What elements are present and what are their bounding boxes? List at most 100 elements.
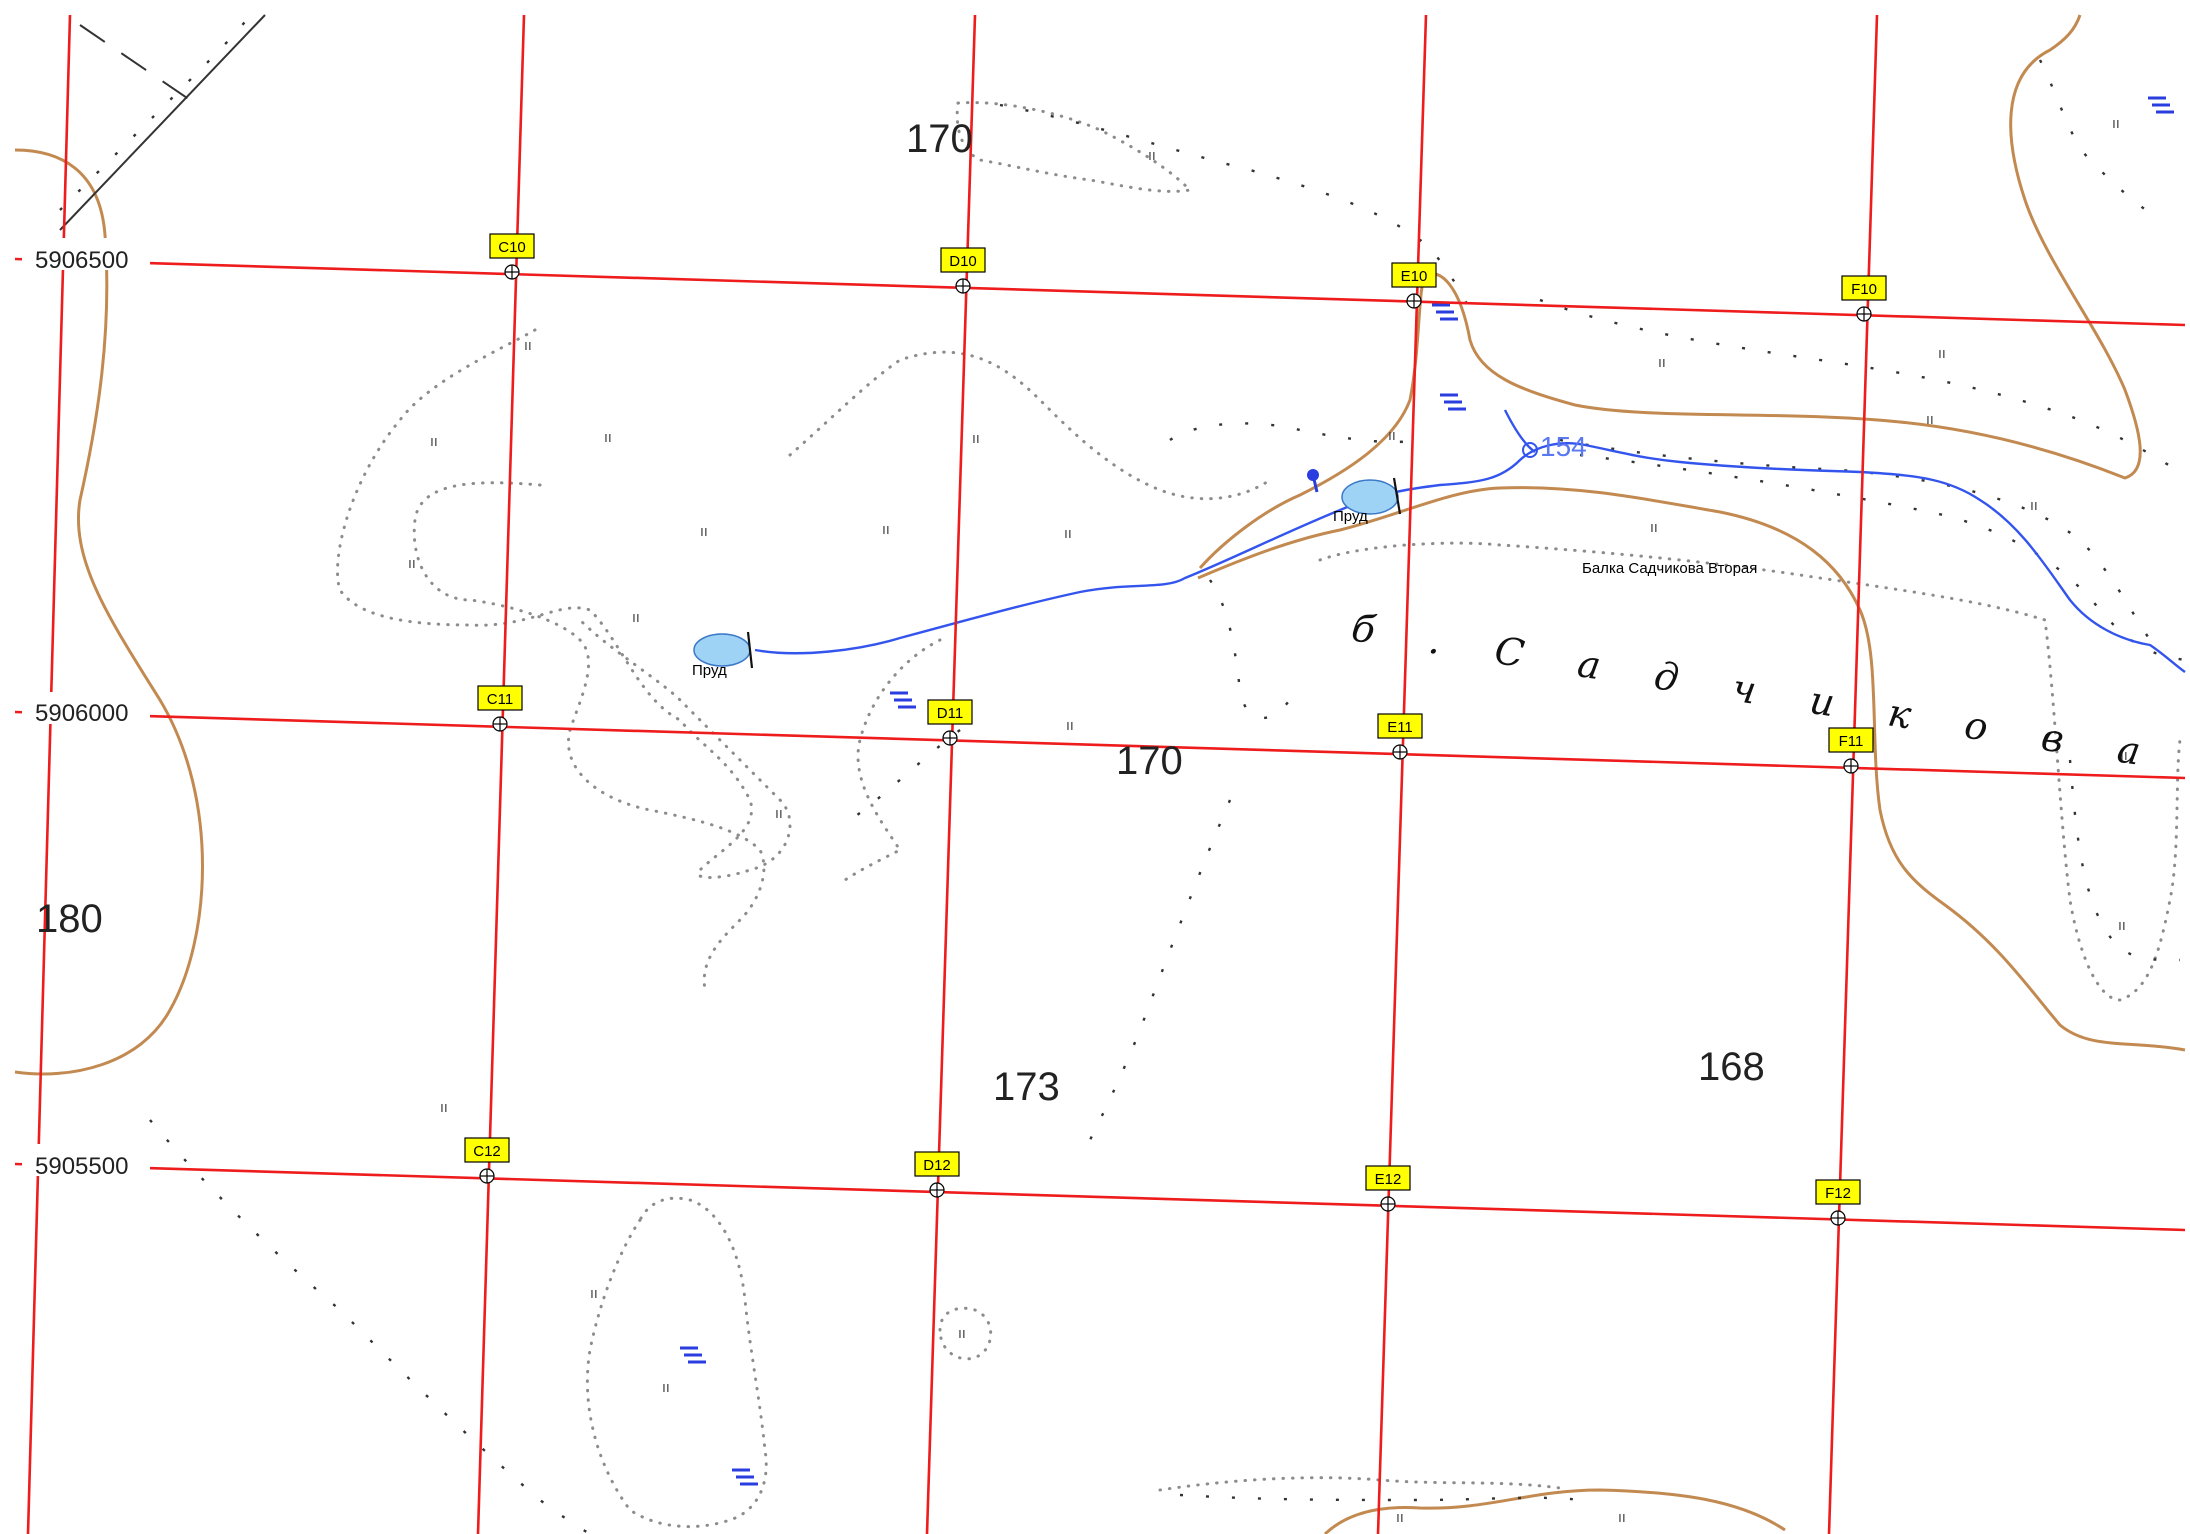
grid-cell-marker[interactable]: C12 [464,1137,510,1184]
grass-symbol: ıı [1396,1510,1404,1526]
marsh-symbol [890,691,916,709]
northing-label: 5906000 [35,700,128,727]
ravine-lines [59,14,2186,1534]
grass-symbol: ıı [2112,116,2120,132]
northing-labels: 5906500 5906000 5905500 [22,238,150,1180]
ravine-southwest-long [149,1119,591,1534]
marsh-symbol [2148,96,2174,114]
grass-symbol: ıı [1650,520,1658,536]
grass-symbol: ıı [1618,1510,1626,1526]
grid-cell-marker[interactable]: E11 [1377,713,1423,760]
grid-cell-marker[interactable]: C11 [477,685,523,732]
grid-cell-label-box [1377,713,1423,739]
grid-cell-marker[interactable]: D12 [914,1151,960,1198]
grass-symbol: ıı [2030,498,2038,514]
marsh-symbol [1440,393,1466,411]
boundary-south-valley [1318,541,2182,1002]
grass-symbol: ıı [662,1380,670,1396]
northing-label: 5906500 [35,247,128,274]
grass-symbol: ıı [1388,428,1396,444]
dam-west [746,631,754,669]
grid-northing-line [14,1162,2186,1232]
grass-symbol: ıı [408,556,416,572]
ravine-valley-middle [1559,438,2151,641]
ravine-valley-south [1579,453,2186,662]
stream-tributary [1503,409,1536,453]
ravine-northeast [2038,59,2161,221]
grid-cell-label-box [464,1137,510,1163]
stream [754,442,2186,673]
grid-cell-label-box [1815,1179,1861,1205]
ravine-central [1088,799,1232,1141]
ravine-north-valley [999,103,1472,311]
grass-symbol: ıı [2120,748,2128,764]
boundary-west-inner [412,481,766,992]
grid-northing-line [14,710,2186,780]
elevation-label: 170 [906,117,973,161]
grid-cell-marker[interactable]: C10 [489,233,535,280]
boundary-valley-north [955,101,1194,193]
boundary-central [788,350,1272,501]
grid-cell-label-box [489,233,535,259]
grid-cell-label-box [1828,727,1874,753]
grid-cell-markers: C10 D10 E10 F10 C11 D11 E11 F11 C12 D12 E12 F12 [464,233,1887,1226]
grass-symbol: ıı [1148,148,1156,164]
water-level-marker [1522,442,1538,458]
grid-cell-marker[interactable]: E12 [1365,1165,1411,1212]
marsh-symbol [732,1468,758,1486]
hydrography [693,409,2186,673]
grid-cell-label-box [940,247,986,273]
grid-cell-label: F10 [1851,281,1877,298]
grid-northing-line [14,257,2186,327]
grass-symbols: ıı ıı ıı ıı ıı ıı ıı ıı ıı ıı ıı ıı ıı ı… [408,116,2128,1526]
grass-symbol: ıı [775,806,783,822]
ravine-lettering: б . С а д ч и к о в а [1349,605,2146,774]
grid-cell-label: D12 [923,1157,951,1174]
grid-lines [14,14,2186,1534]
grass-symbol: ıı [958,1326,966,1342]
grid-cell-label: F11 [1839,733,1864,750]
pond-label: Пруд [692,662,727,679]
grid-cell-label: F12 [1825,1185,1851,1202]
elevation-label: 170 [1116,739,1183,783]
grass-symbol: ıı [604,430,612,446]
elevation-label: 173 [993,1065,1060,1109]
grid-cell-label-box [927,699,973,725]
road-line-dashed [79,24,191,101]
grid-cell-marker[interactable]: E10 [1391,262,1437,309]
grid-cell-marker[interactable]: F11 [1828,727,1874,774]
grass-symbol: ıı [1066,718,1074,734]
grass-symbol: ıı [700,524,708,540]
contour-lines [14,14,2186,1534]
grass-symbol: ıı [632,610,640,626]
grid-cell-marker[interactable]: F10 [1841,275,1887,322]
grid-cell-label: E12 [1375,1171,1402,1188]
grass-symbol: ıı [882,522,890,538]
ravine-west-valley [849,729,961,821]
grid-cell-label: E11 [1387,719,1413,736]
grass-symbol: ıı [1938,346,1946,362]
boundary-south-edge [1158,1476,1562,1492]
grid-easting-line [1376,14,1428,1534]
grass-symbol: ıı [524,338,532,354]
water-elevation-label: 154 [1540,431,1587,462]
grid-cell-label-box [1841,275,1887,301]
grid-cell-label-box [1365,1165,1411,1191]
spring-stem [1311,474,1319,493]
grass-symbol: ıı [590,1286,598,1302]
grid-cell-marker[interactable]: D11 [927,699,973,746]
grass-symbol: ıı [1926,412,1934,428]
contour-west [14,148,204,1076]
grid-cell-label: D10 [949,253,977,270]
boundary-middle-cluster [843,638,942,882]
marsh-symbol [680,1346,706,1364]
elevation-labels: 170 170 180 173 168 154 [36,117,1765,1109]
grass-symbol: ıı [440,1100,448,1116]
grass-symbol: ıı [1064,526,1072,542]
grid-easting-line [925,14,977,1534]
grid-cell-label: E10 [1401,268,1428,285]
grass-symbol: ıı [972,431,980,447]
grid-cell-marker[interactable]: D10 [940,247,986,294]
grid-cell-marker[interactable]: F12 [1815,1179,1861,1226]
